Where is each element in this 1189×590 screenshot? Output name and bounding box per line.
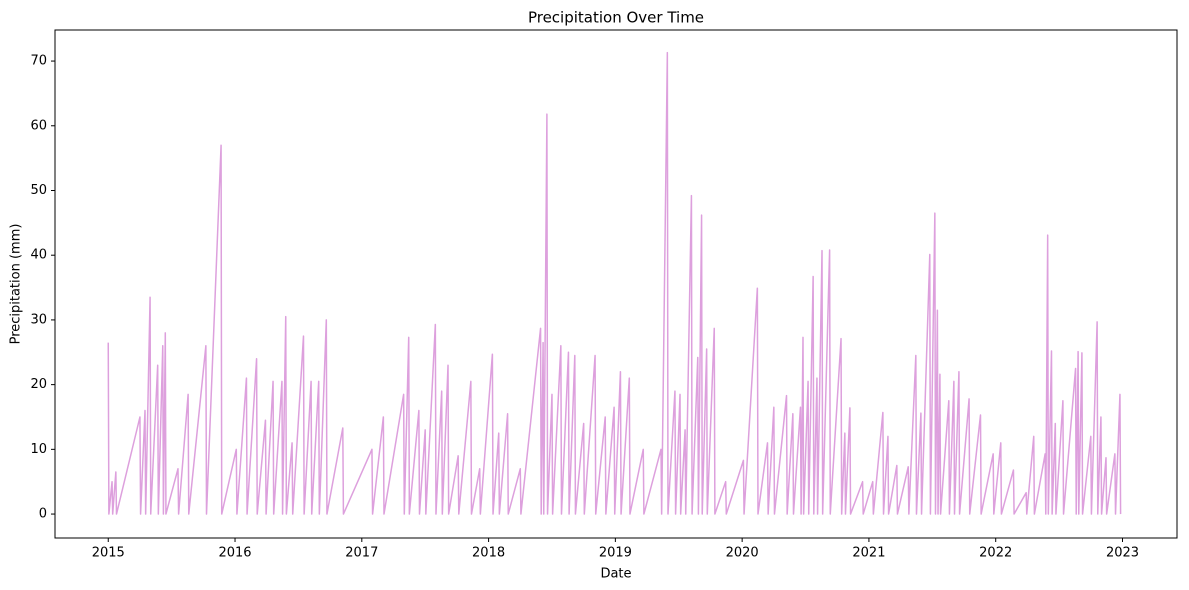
- data-line: [107, 51, 1122, 515]
- x-tick-label: 2019: [599, 546, 632, 561]
- y-tick-label: 0: [39, 507, 47, 522]
- x-axis-label: Date: [600, 567, 631, 582]
- x-tick-label: 2022: [979, 546, 1012, 561]
- x-tick-label: 2015: [92, 546, 125, 561]
- x-tick-label: 2016: [218, 546, 251, 561]
- x-tick-label: 2023: [1106, 546, 1139, 561]
- x-tick-label: 2017: [345, 546, 378, 561]
- y-tick-label: 60: [30, 118, 47, 133]
- chart-title: Precipitation Over Time: [528, 9, 704, 27]
- y-tick-label: 20: [30, 377, 47, 392]
- y-tick-label: 40: [30, 248, 47, 263]
- axes-frame: [54, 29, 1178, 539]
- y-tick-label: 30: [30, 312, 47, 327]
- plot-area: [107, 51, 1122, 515]
- y-tick-label: 50: [30, 183, 47, 198]
- y-axis-label: Precipitation (mm): [9, 224, 24, 345]
- x-tick-label: 2018: [472, 546, 505, 561]
- x-tick-label: 2020: [726, 546, 759, 561]
- x-tick-label: 2021: [852, 546, 885, 561]
- y-tick-label: 10: [30, 442, 47, 457]
- y-tick-label: 70: [30, 54, 47, 69]
